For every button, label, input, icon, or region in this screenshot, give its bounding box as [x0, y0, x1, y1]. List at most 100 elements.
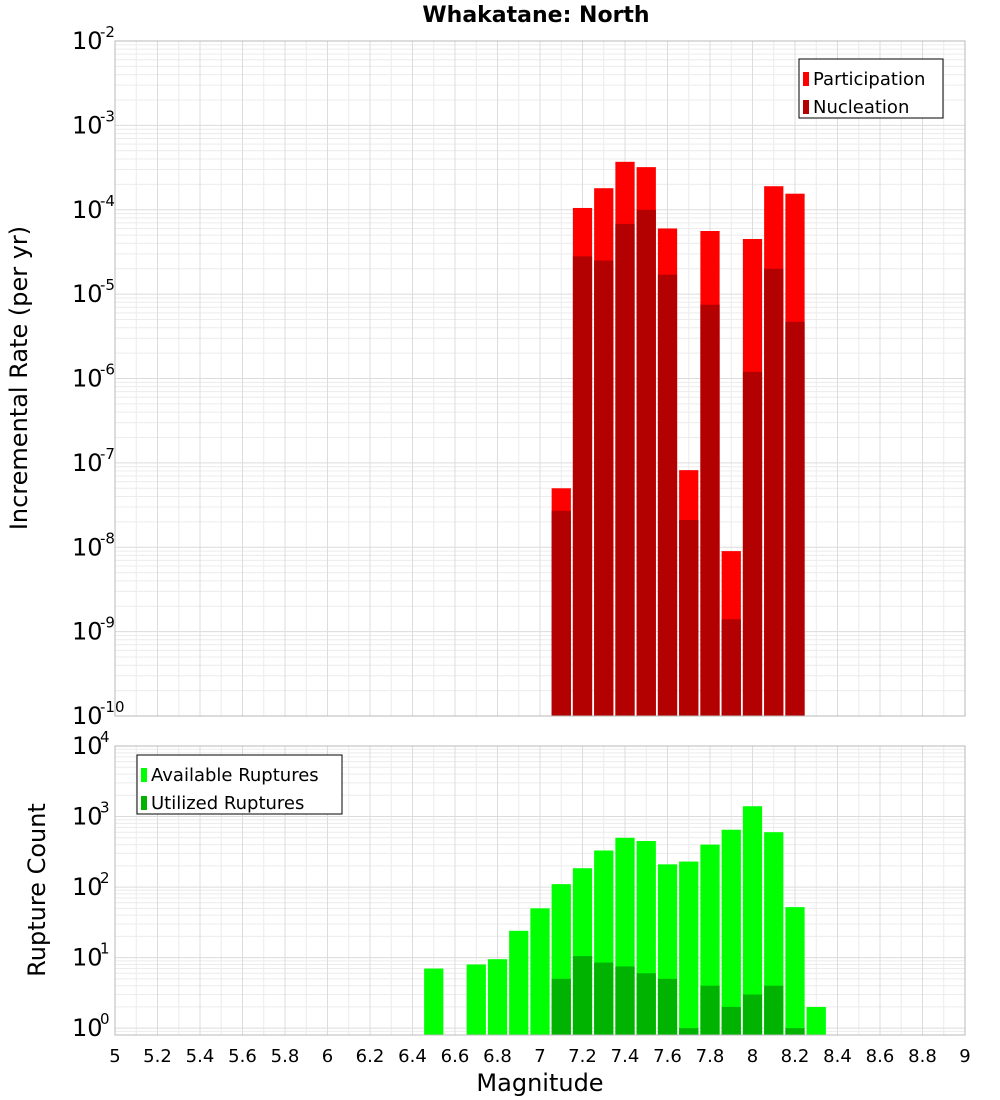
bar-utilized-ruptures — [785, 1028, 805, 1035]
bar-utilized-ruptures — [615, 966, 635, 1035]
y-tick-exponent: -3 — [100, 107, 115, 125]
bar-utilized-ruptures — [742, 994, 763, 1035]
y-tick-label: 10 — [72, 732, 103, 760]
x-tick-label: 8.2 — [781, 1046, 810, 1067]
bar-available-ruptures — [424, 968, 444, 1035]
bar-available-ruptures — [764, 832, 784, 1035]
x-tick-label: 6 — [322, 1046, 333, 1067]
bar-utilized-ruptures — [764, 985, 784, 1035]
bar-nucleation — [764, 268, 784, 716]
bar-utilized-ruptures — [636, 973, 656, 1035]
x-tick-label: 6.6 — [441, 1046, 470, 1067]
bar-available-ruptures — [721, 829, 741, 1035]
legend-label-available-ruptures: Available Ruptures — [151, 765, 319, 786]
bar-available-ruptures — [487, 959, 508, 1035]
chart-title: Whakatane: North — [422, 3, 649, 28]
y-tick-label: 10 — [72, 27, 103, 55]
x-tick-label: 8.6 — [866, 1046, 895, 1067]
y-tick-label: 10 — [72, 873, 103, 901]
x-tick-label: 8 — [747, 1046, 758, 1067]
top-plot-area: 10-1010-910-810-710-610-510-410-310-2Par… — [72, 23, 966, 730]
top-y-axis-title: Incremental Rate (per yr) — [5, 226, 33, 530]
x-tick-label: 8.4 — [823, 1046, 852, 1067]
x-tick-label: 6.2 — [356, 1046, 385, 1067]
bar-available-ruptures — [806, 1006, 826, 1035]
bar-nucleation — [742, 371, 763, 716]
bar-utilized-ruptures — [700, 985, 720, 1035]
x-axis-title: Magnitude — [476, 1069, 603, 1097]
x-tick-label: 5 — [109, 1046, 120, 1067]
bar-nucleation — [594, 260, 614, 716]
y-tick-label: 10 — [72, 449, 103, 477]
y-tick-label: 10 — [72, 111, 103, 139]
y-tick-exponent: 2 — [100, 869, 110, 887]
y-tick-label: 10 — [72, 618, 103, 646]
x-tick-label: 5.8 — [271, 1046, 300, 1067]
bar-available-ruptures — [679, 861, 699, 1035]
y-tick-exponent: -5 — [100, 276, 115, 294]
x-tick-label: 5.6 — [228, 1046, 257, 1067]
legend-label-nucleation: Nucleation — [813, 97, 909, 118]
plot-frame — [114, 745, 966, 1036]
y-tick-label: 10 — [72, 280, 103, 308]
bar-nucleation — [679, 520, 699, 716]
y-tick-label: 10 — [72, 365, 103, 393]
y-tick-exponent: -4 — [100, 192, 115, 210]
y-tick-exponent: -7 — [100, 445, 115, 463]
bar-utilized-ruptures — [679, 1028, 699, 1035]
bar-available-ruptures — [785, 907, 805, 1035]
y-tick-exponent: 0 — [100, 1010, 110, 1028]
x-tick-label: 6.8 — [483, 1046, 512, 1067]
bar-nucleation — [551, 510, 571, 716]
y-tick-exponent: -9 — [100, 614, 115, 632]
legend-swatch-available-ruptures — [141, 768, 147, 782]
legend-box — [136, 754, 343, 815]
x-tick-label: 5.4 — [186, 1046, 215, 1067]
x-tick-label: 7.8 — [696, 1046, 725, 1067]
bar-nucleation — [721, 619, 741, 716]
bar-nucleation — [700, 304, 720, 716]
x-tick-label: 7.6 — [653, 1046, 682, 1067]
y-tick-exponent: -10 — [100, 698, 125, 716]
x-tick-label: 6.4 — [398, 1046, 427, 1067]
bottom-y-axis-title: Rupture Count — [23, 803, 51, 977]
y-tick-exponent: -6 — [100, 361, 115, 379]
y-tick-exponent: -2 — [100, 23, 115, 41]
x-tick-label: 7.2 — [568, 1046, 597, 1067]
y-tick-label: 10 — [72, 533, 103, 561]
bar-available-ruptures — [509, 930, 529, 1035]
bar-nucleation — [636, 209, 656, 716]
bar-available-ruptures — [742, 806, 763, 1035]
x-tick-label: 5.2 — [143, 1046, 172, 1067]
legend-swatch-utilized-ruptures — [141, 796, 147, 810]
y-tick-label: 10 — [72, 702, 103, 730]
x-tick-label: 7.4 — [611, 1046, 640, 1067]
bar-nucleation — [657, 274, 678, 716]
y-tick-label: 10 — [72, 803, 103, 831]
legend-swatch-nucleation — [803, 100, 809, 114]
x-tick-label: 9 — [959, 1046, 970, 1067]
y-tick-exponent: 4 — [100, 728, 110, 746]
y-tick-exponent: -8 — [100, 529, 115, 547]
bar-nucleation — [785, 321, 805, 716]
y-tick-exponent: 1 — [100, 940, 110, 958]
y-tick-label: 10 — [72, 1014, 103, 1042]
y-tick-label: 10 — [72, 944, 103, 972]
bar-available-ruptures — [466, 964, 486, 1035]
legend-label-participation: Participation — [813, 69, 925, 90]
y-tick-label: 10 — [72, 196, 103, 224]
legend-box — [798, 58, 944, 119]
bar-utilized-ruptures — [572, 956, 593, 1035]
bar-utilized-ruptures — [657, 978, 678, 1035]
bar-utilized-ruptures — [594, 962, 614, 1035]
legend-label-utilized-ruptures: Utilized Ruptures — [151, 793, 304, 814]
bar-utilized-ruptures — [721, 1006, 741, 1035]
legend-swatch-participation — [803, 72, 809, 86]
x-tick-label: 7 — [534, 1046, 545, 1067]
bar-nucleation — [615, 223, 635, 716]
y-tick-exponent: 3 — [100, 799, 110, 817]
x-tick-label: 8.8 — [908, 1046, 937, 1067]
bar-available-ruptures — [530, 908, 550, 1035]
